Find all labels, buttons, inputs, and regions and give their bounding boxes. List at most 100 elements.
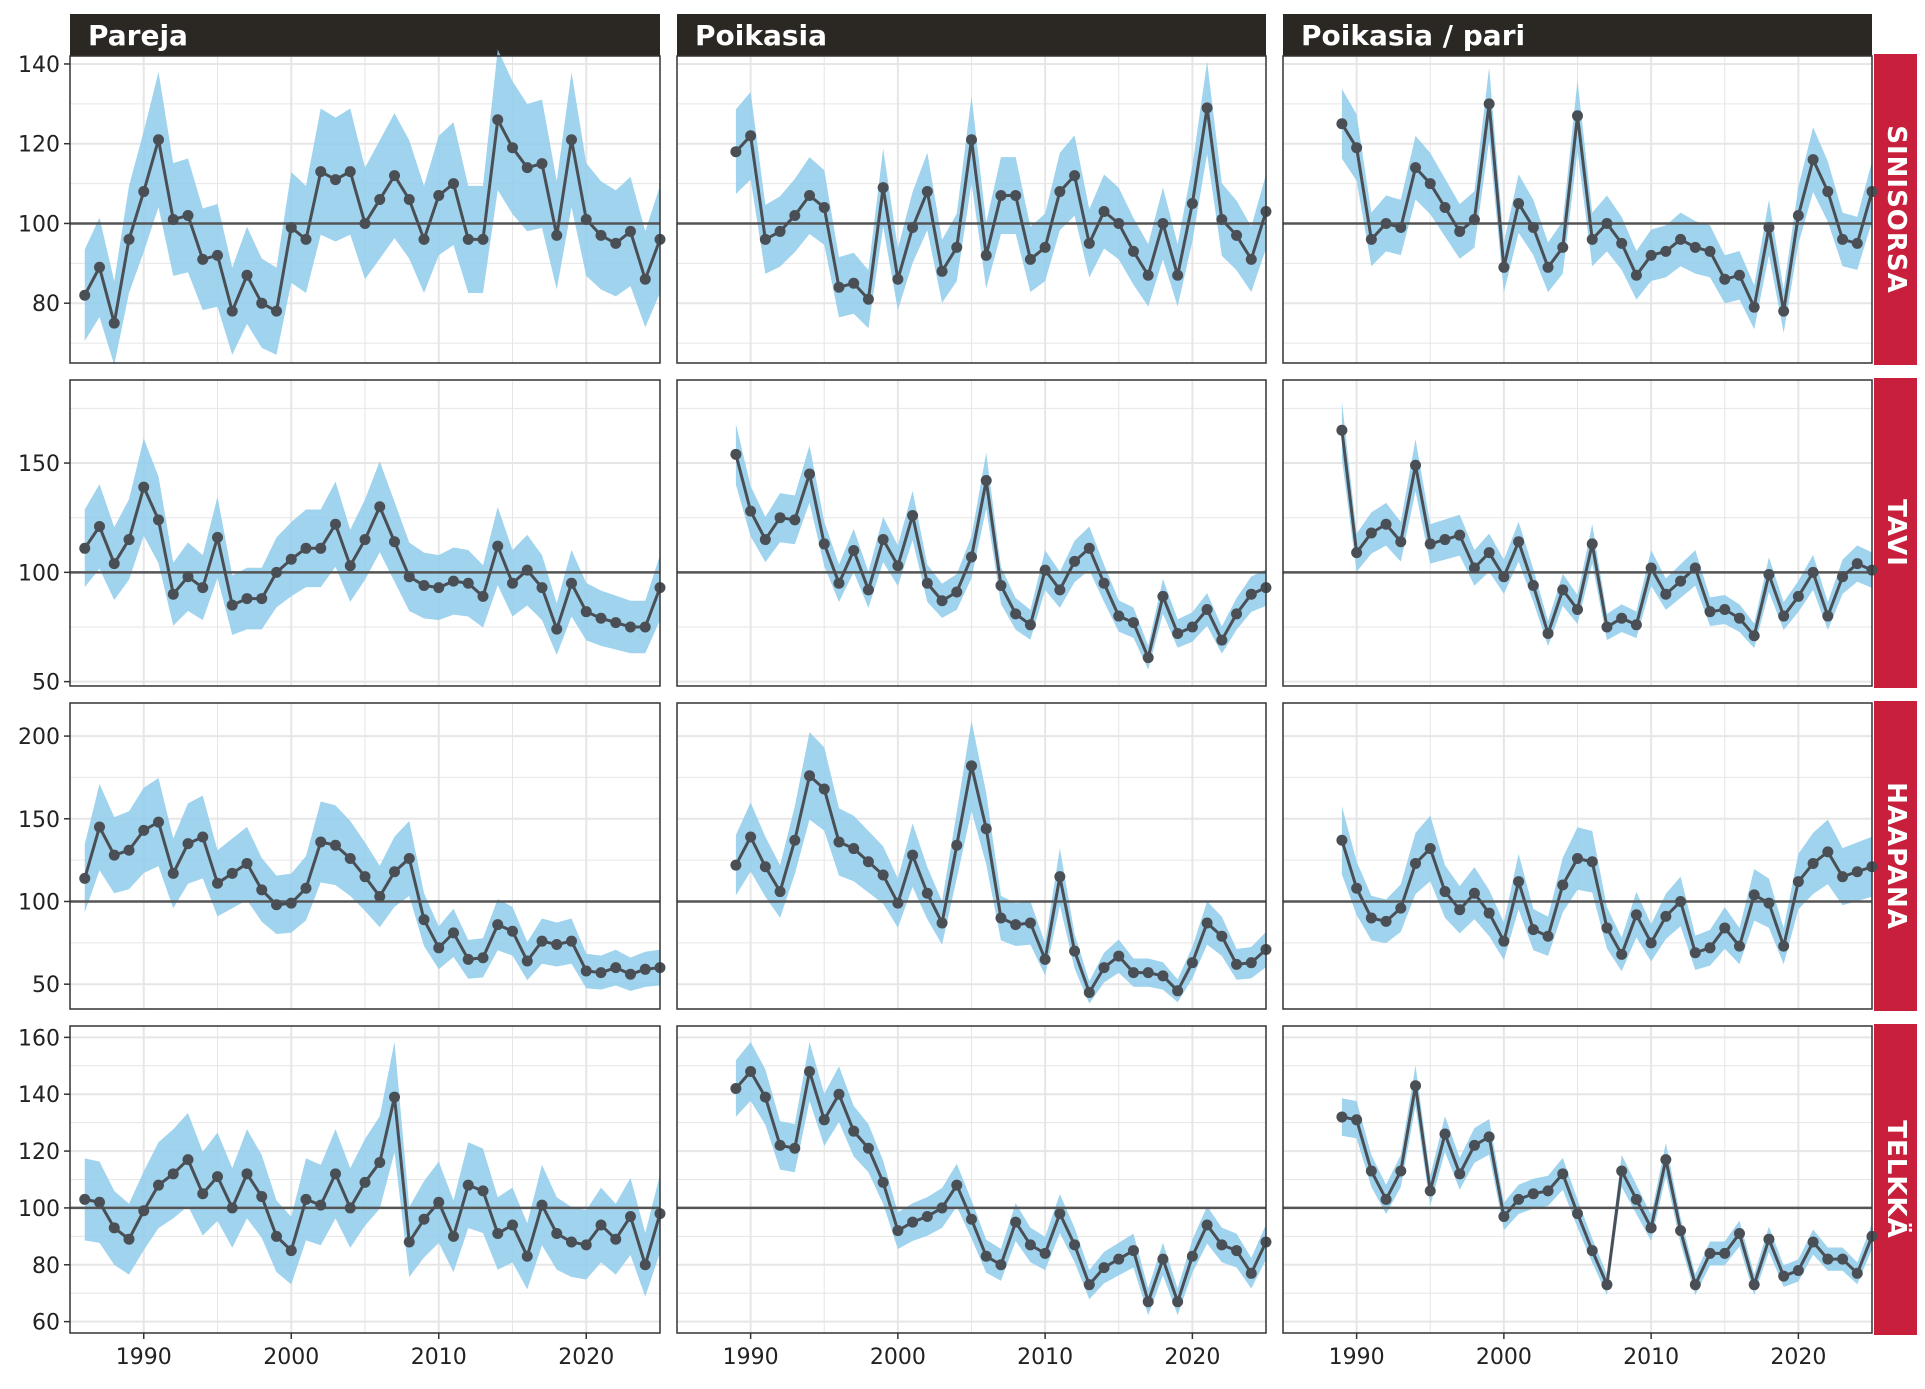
data-point [418, 579, 430, 591]
data-point [197, 582, 209, 594]
data-point [79, 1193, 91, 1205]
data-point [1454, 904, 1466, 916]
data-point [1216, 930, 1228, 942]
data-point [492, 1228, 504, 1240]
panel-haapana-1 [676, 702, 1272, 1010]
data-point [980, 249, 992, 261]
data-point [1660, 588, 1672, 600]
data-point [639, 273, 651, 285]
data-point [1201, 102, 1213, 114]
data-point [804, 190, 816, 202]
y-tick-label: 140 [18, 53, 60, 78]
data-point [1127, 617, 1139, 629]
data-point [123, 844, 135, 856]
data-point [462, 233, 474, 245]
data-point [1837, 571, 1849, 583]
data-point [1113, 610, 1125, 622]
data-point [1616, 237, 1628, 249]
data-point [536, 158, 548, 170]
data-point [477, 233, 489, 245]
data-point [1851, 558, 1863, 570]
data-point [1454, 529, 1466, 541]
data-point [610, 237, 622, 249]
data-point [418, 1213, 430, 1225]
data-point [1439, 534, 1451, 546]
data-point [1542, 261, 1554, 273]
data-point [877, 869, 889, 881]
data-point [403, 194, 415, 206]
data-point [789, 209, 801, 221]
data-point [241, 269, 253, 281]
data-point [300, 233, 312, 245]
data-point [1010, 190, 1022, 202]
data-point [1010, 919, 1022, 931]
data-point [330, 1168, 341, 1180]
data-point [1645, 1222, 1657, 1234]
data-point [1483, 1131, 1495, 1143]
data-point [1365, 527, 1377, 539]
data-point [818, 783, 830, 795]
data-point [892, 560, 904, 572]
data-point [730, 448, 742, 460]
confidence-band [735, 720, 1266, 1004]
data-point [79, 289, 91, 301]
confidence-band [84, 49, 660, 365]
data-point [1186, 957, 1198, 969]
data-point [1763, 897, 1775, 909]
data-point [1186, 621, 1198, 633]
data-point [1778, 610, 1790, 622]
data-point [1822, 846, 1834, 858]
data-point [1572, 1208, 1583, 1220]
panel-telkkä-2 [1282, 1025, 1878, 1334]
data-point [359, 1176, 371, 1188]
data-point [1704, 942, 1716, 954]
data-point [1601, 1279, 1613, 1291]
data-point [1616, 612, 1628, 624]
data-point [212, 249, 223, 261]
data-point [1336, 1111, 1348, 1123]
data-point [403, 571, 415, 583]
y-tick-label: 150 [18, 452, 60, 477]
data-point [403, 1236, 415, 1248]
data-point [625, 621, 636, 633]
data-point [1837, 871, 1849, 883]
data-point [1127, 967, 1139, 979]
data-point [1098, 577, 1110, 589]
data-point [1513, 1193, 1525, 1205]
data-point [995, 1259, 1007, 1271]
data-point [759, 861, 771, 873]
data-point [182, 838, 194, 850]
data-point [1083, 986, 1095, 998]
data-point [1557, 584, 1569, 596]
row-strip-bg [1874, 378, 1917, 688]
data-point [1572, 852, 1583, 864]
data-point [774, 512, 786, 524]
data-point [1807, 1236, 1819, 1248]
data-point [448, 1230, 459, 1242]
data-point [153, 134, 164, 146]
data-point [892, 273, 904, 285]
data-point [1689, 562, 1701, 574]
data-point [1010, 608, 1022, 620]
data-point [315, 1199, 327, 1211]
data-point [492, 919, 504, 931]
data-point [774, 886, 786, 898]
data-point [1245, 957, 1257, 969]
data-point [625, 225, 636, 237]
data-point [921, 887, 933, 899]
data-point [936, 265, 948, 277]
data-point [1424, 1185, 1436, 1197]
panel-sinisorsa-1 [676, 55, 1272, 364]
data-point [1586, 1245, 1598, 1257]
data-point [1822, 186, 1834, 198]
data-point [1733, 269, 1745, 281]
data-point [1454, 225, 1466, 237]
data-point [271, 899, 282, 911]
data-point [892, 1225, 904, 1237]
data-point [1586, 233, 1598, 245]
data-point [1748, 889, 1760, 901]
data-point [1468, 1139, 1480, 1151]
data-point [1527, 1188, 1539, 1200]
data-point [197, 253, 209, 265]
data-point [1069, 1239, 1081, 1251]
